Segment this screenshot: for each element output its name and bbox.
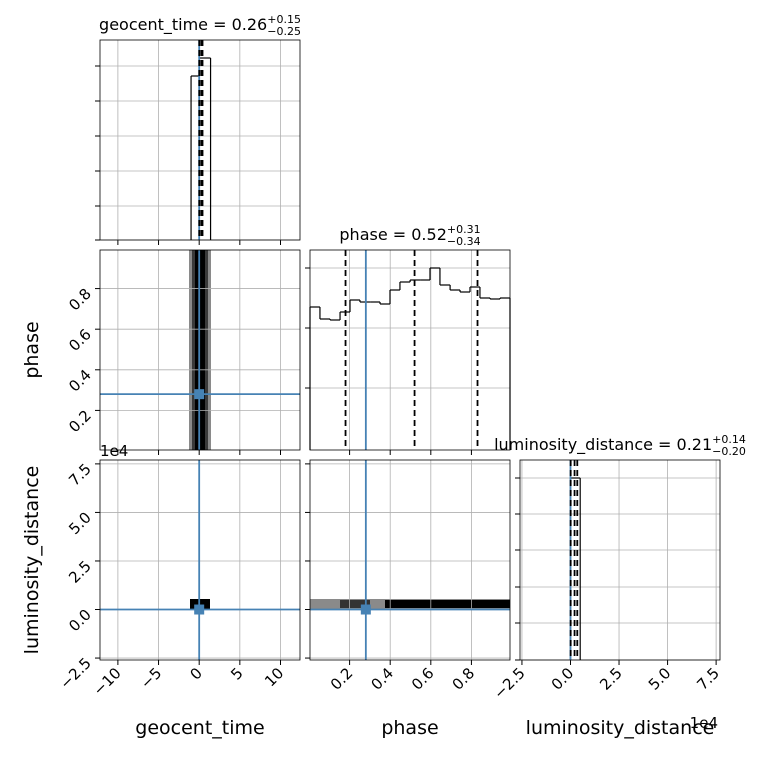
truth-marker <box>194 604 205 615</box>
y-tick-label: 0.6 <box>65 325 95 355</box>
title-text: luminosity_distance = 0.21 <box>494 435 712 455</box>
x-offset-label: 1e4 <box>690 714 718 732</box>
x-tick-label: 0.0 <box>548 664 578 694</box>
x-tick-label: −10 <box>90 664 125 699</box>
panel-frame <box>309 459 511 661</box>
title-text: phase = 0.52 <box>339 225 446 244</box>
x-axis-label: phase <box>381 717 438 739</box>
truth-marker <box>360 604 371 615</box>
panel-frame <box>99 249 301 451</box>
x-tick-label: 5.0 <box>645 664 675 694</box>
y-tick-label: 5.0 <box>65 509 95 539</box>
y-tick-label: 7.5 <box>65 460 95 490</box>
title-text: geocent_time = 0.26 <box>99 15 267 35</box>
x-tick-label: 5 <box>227 664 246 683</box>
x-tick-label: 7.5 <box>693 664 723 694</box>
y-tick-label: 0.4 <box>65 366 95 396</box>
x-tick-label: 10 <box>261 664 287 690</box>
title-minus: −0.20 <box>712 445 746 458</box>
panel-frame <box>99 459 301 661</box>
title-plus: +0.31 <box>447 223 481 236</box>
panel-frame <box>519 459 721 661</box>
panel-frame <box>99 39 301 241</box>
x-tick-label: 0.6 <box>408 664 438 694</box>
x-tick-label: 0.4 <box>367 664 397 694</box>
panel-title: geocent_time = 0.26+0.15 −0.25 <box>99 13 301 38</box>
y-tick-label: 0.0 <box>65 606 95 636</box>
panel-title: luminosity_distance = 0.21+0.14 −0.20 <box>494 433 746 458</box>
title-minus: −0.25 <box>267 25 301 38</box>
y-tick-label: 0.8 <box>65 285 95 315</box>
y-axis-label: phase <box>21 321 43 378</box>
y-tick-label: 0.2 <box>65 407 95 437</box>
x-tick-label: −5 <box>137 664 165 692</box>
x-axis-label: luminosity_distance <box>526 717 715 739</box>
x-axis-label: geocent_time <box>135 717 264 739</box>
title-minus: −0.34 <box>447 235 481 248</box>
title-plus: +0.14 <box>712 433 746 446</box>
y-axis-label: luminosity_distance <box>21 466 43 655</box>
x-tick-label: 2.5 <box>596 664 626 694</box>
title-plus: +0.15 <box>267 13 301 26</box>
x-tick-label: 0.2 <box>327 664 357 694</box>
y-offset-label: 1e4 <box>100 442 128 460</box>
x-tick-label: 0.8 <box>449 664 479 694</box>
x-tick-label: −2.5 <box>490 664 528 702</box>
y-tick-label: 2.5 <box>65 557 95 587</box>
panel-frame <box>309 249 511 451</box>
x-tick-label: 0 <box>187 664 206 683</box>
panel-title: phase = 0.52+0.31 −0.34 <box>339 223 480 248</box>
truth-marker <box>194 389 205 400</box>
